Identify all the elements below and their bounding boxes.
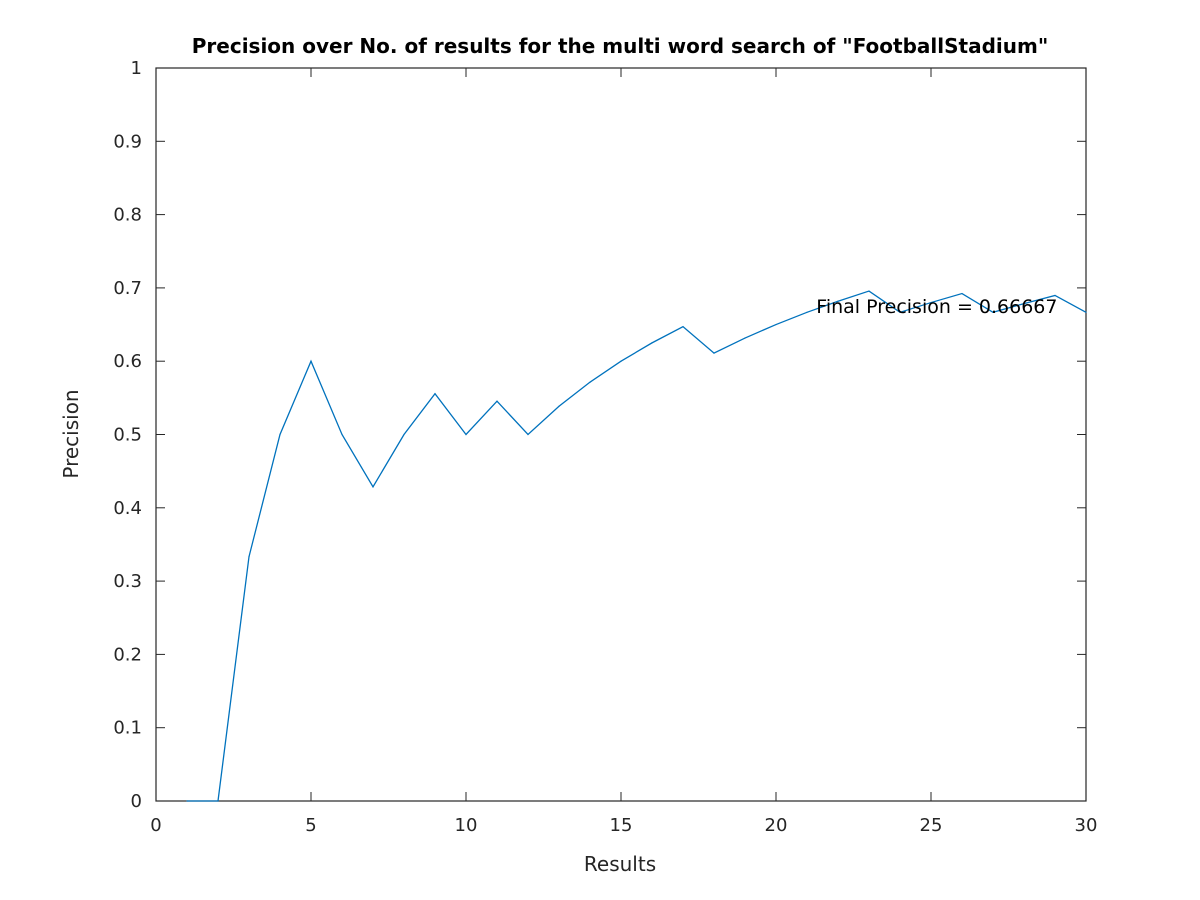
series-layer	[186, 290, 1087, 802]
y-axis-label: Precision	[59, 389, 83, 478]
y-tick-label: 0.5	[113, 425, 142, 446]
data-point	[961, 292, 963, 295]
data-point	[186, 800, 188, 802]
axes: 0 5 10 15 20 25 30 0 0.1 0.2 0.3 0.4 0.5 0.6 0.7 0.8 0.9…	[113, 58, 1097, 836]
data-point	[310, 360, 312, 362]
y-tick-label: 1	[131, 58, 142, 79]
data-point	[744, 337, 746, 339]
data-point	[372, 486, 374, 488]
data-point	[713, 352, 715, 354]
x-axis-label: Results	[584, 852, 656, 876]
x-tick-label: 20	[765, 815, 788, 836]
x-tick-label: 5	[305, 815, 316, 836]
data-point	[434, 393, 436, 395]
data-point	[527, 433, 529, 436]
data-point	[651, 342, 653, 344]
y-tick-label: 0.1	[113, 718, 142, 739]
x-tick-label: 15	[610, 815, 633, 836]
y-tick-label: 0.3	[113, 571, 142, 592]
chart-title: Precision over No. of results for the mu…	[192, 34, 1048, 58]
y-tick-label: 0.6	[113, 351, 142, 372]
data-point	[248, 556, 250, 558]
x-tick-label: 0	[150, 815, 161, 836]
data-point	[341, 433, 343, 436]
data-point	[930, 301, 932, 304]
y-tick-label: 0.2	[113, 644, 142, 665]
data-point	[775, 323, 777, 326]
data-point	[899, 311, 901, 313]
y-tick-label: 0.9	[113, 131, 142, 152]
data-point	[1054, 294, 1056, 297]
y-tick-label: 0.7	[113, 278, 142, 299]
data-point	[589, 381, 591, 383]
series-line	[187, 290, 1087, 802]
data-point	[806, 311, 808, 313]
data-point	[1085, 311, 1087, 313]
data-point	[465, 433, 467, 436]
plot-box	[155, 67, 1087, 802]
x-tick-label: 30	[1075, 815, 1098, 836]
data-point	[682, 326, 684, 328]
data-point	[1023, 302, 1025, 305]
y-tick-label: 0.8	[113, 205, 142, 226]
x-tick-label: 25	[920, 815, 943, 836]
y-tick-label: 0.4	[113, 498, 142, 519]
data-point	[558, 405, 560, 407]
data-point	[992, 311, 994, 313]
data-point	[620, 360, 622, 362]
y-tick-label: 0	[131, 791, 142, 812]
data-point	[868, 290, 870, 292]
annotation-layer: Final Precision = 0.66667	[816, 296, 1057, 318]
data-point	[496, 400, 498, 402]
annotation-final-precision: Final Precision = 0.66667	[816, 296, 1057, 318]
data-point	[217, 800, 219, 802]
data-point	[279, 433, 281, 436]
data-point	[837, 300, 839, 302]
data-point	[403, 433, 405, 436]
x-tick-label: 10	[455, 815, 478, 836]
